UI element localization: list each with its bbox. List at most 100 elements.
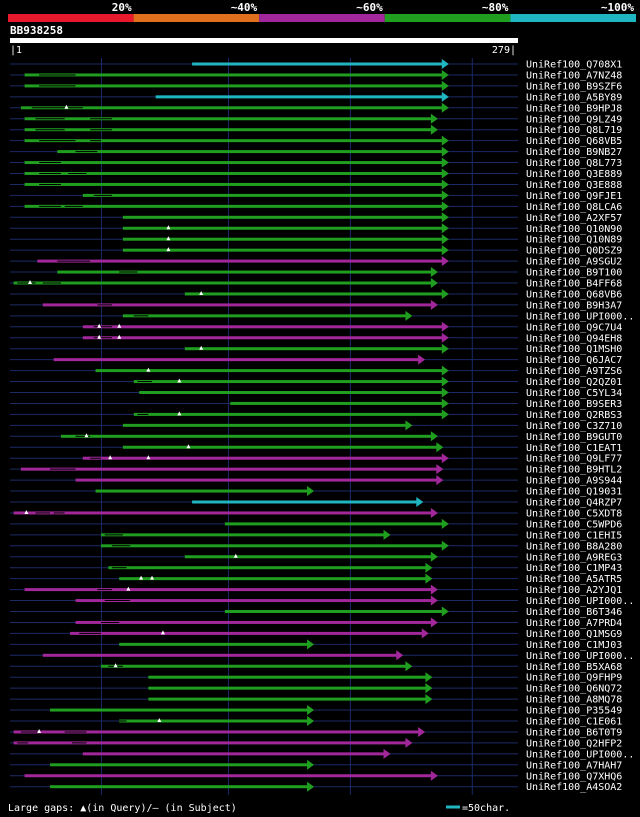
hit-row[interactable]: UniRef100_UPI000.. — [10, 310, 634, 323]
hit-label[interactable]: UniRef100_UPI000.. — [526, 651, 634, 662]
hit-label[interactable]: UniRef100_Q3E888 — [526, 180, 622, 191]
hit-row[interactable]: UniRef100_Q9FHP9 — [10, 672, 622, 684]
hit-label[interactable]: UniRef100_A7NZ48 — [526, 70, 622, 81]
hit-row[interactable]: UniRef100_Q68VB6 — [10, 288, 622, 301]
hit-label[interactable]: UniRef100_C1EAT1 — [526, 443, 622, 454]
hit-label[interactable]: UniRef100_A9S944 — [526, 476, 622, 487]
hit-label[interactable]: UniRef100_Q9FJE1 — [526, 191, 622, 202]
hit-row[interactable]: UniRef100_Q10N90 — [10, 223, 622, 235]
hit-row[interactable]: UniRef100_Q8L719 — [10, 124, 622, 137]
hit-label[interactable]: UniRef100_Q2QZ01 — [526, 377, 622, 388]
hit-row[interactable]: UniRef100_C1MP43 — [10, 562, 622, 575]
hit-label[interactable]: UniRef100_Q8L719 — [526, 125, 622, 136]
hit-label[interactable]: UniRef100_Q94EH8 — [526, 333, 622, 344]
hit-row[interactable]: UniRef100_B4FF68 — [10, 278, 622, 290]
hit-label[interactable]: UniRef100_B5XA68 — [526, 662, 622, 673]
hit-label[interactable]: UniRef100_A7HAH7 — [526, 760, 622, 771]
hit-label[interactable]: UniRef100_Q3E889 — [526, 169, 622, 180]
hit-row[interactable]: UniRef100_Q9LZ49 — [10, 113, 622, 126]
hit-label[interactable]: UniRef100_A2XF57 — [526, 213, 622, 224]
hit-row[interactable]: UniRef100_Q3E888 — [10, 179, 622, 191]
hit-row[interactable]: UniRef100_Q10N89 — [10, 234, 622, 246]
hit-row[interactable]: UniRef100_A9SGU2 — [10, 256, 622, 268]
hit-row[interactable]: UniRef100_P35549 — [10, 705, 622, 717]
hit-row[interactable]: UniRef100_Q708X1 — [10, 59, 622, 71]
hit-row[interactable]: UniRef100_Q9LF77 — [10, 453, 622, 465]
hit-row[interactable]: UniRef100_Q19031 — [10, 486, 622, 498]
hit-label[interactable]: UniRef100_Q9FHP9 — [526, 673, 622, 684]
hit-row[interactable]: UniRef100_Q1MSH0 — [10, 343, 622, 356]
hit-label[interactable]: UniRef100_Q9LF77 — [526, 454, 622, 465]
hit-row[interactable]: UniRef100_C1EAT1 — [10, 442, 622, 454]
hit-row[interactable]: UniRef100_A7NZ48 — [10, 69, 622, 82]
hit-label[interactable]: UniRef100_C5YL34 — [526, 388, 622, 399]
hit-label[interactable]: UniRef100_B9H3A7 — [526, 300, 622, 311]
hit-label[interactable]: UniRef100_Q2RBS3 — [526, 410, 622, 421]
hit-row[interactable]: UniRef100_C1E061 — [10, 716, 622, 728]
hit-label[interactable]: UniRef100_C1EHI5 — [526, 530, 622, 541]
hit-label[interactable]: UniRef100_Q68VB6 — [526, 289, 622, 300]
hit-row[interactable]: UniRef100_Q8L773 — [10, 157, 622, 170]
hit-label[interactable]: UniRef100_UPI000.. — [526, 311, 634, 322]
hit-row[interactable]: UniRef100_B9T100 — [10, 267, 622, 279]
hit-row[interactable]: UniRef100_Q68VB5 — [10, 135, 622, 148]
hit-label[interactable]: UniRef100_A4SOA2 — [526, 782, 622, 793]
hit-label[interactable]: UniRef100_A9SGU2 — [526, 257, 622, 268]
hit-row[interactable]: UniRef100_B9NB27 — [10, 146, 622, 159]
hit-label[interactable]: UniRef100_A8MQ78 — [526, 695, 622, 706]
hit-row[interactable]: UniRef100_C1MJ03 — [10, 639, 622, 651]
hit-label[interactable]: UniRef100_Q2HFP2 — [526, 738, 622, 749]
hit-row[interactable]: UniRef100_C5WPD6 — [10, 518, 622, 531]
hit-row[interactable]: UniRef100_A5ATR5 — [10, 573, 622, 586]
hit-label[interactable]: UniRef100_A2YJQ1 — [526, 585, 622, 596]
hit-label[interactable]: UniRef100_Q1MSH0 — [526, 344, 622, 355]
hit-row[interactable]: UniRef100_Q2RBS3 — [10, 409, 622, 421]
hit-row[interactable]: UniRef100_Q2HFP2 — [10, 737, 622, 750]
hit-row[interactable]: UniRef100_A7HAH7 — [10, 759, 622, 772]
hit-row[interactable]: UniRef100_C3Z710 — [10, 420, 622, 432]
hit-row[interactable]: UniRef100_Q7XHQ6 — [10, 770, 622, 783]
hit-row[interactable]: UniRef100_A9TZS6 — [10, 365, 622, 378]
hit-label[interactable]: UniRef100_Q708X1 — [526, 60, 622, 71]
hit-label[interactable]: UniRef100_Q1MSG9 — [526, 629, 622, 640]
hit-row[interactable]: UniRef100_Q6JAC7 — [10, 354, 622, 367]
hit-row[interactable]: UniRef100_Q9C7U4 — [10, 321, 622, 334]
hit-row[interactable]: UniRef100_UPI000.. — [10, 650, 634, 662]
hit-label[interactable]: UniRef100_B6T346 — [526, 607, 622, 618]
hit-label[interactable]: UniRef100_C3Z710 — [526, 421, 622, 432]
hit-row[interactable]: UniRef100_Q6NQ72 — [10, 683, 622, 695]
hit-label[interactable]: UniRef100_A7PRD4 — [526, 618, 622, 629]
hit-row[interactable]: UniRef100_A2YJQ1 — [10, 584, 622, 597]
hit-label[interactable]: UniRef100_Q0DSZ9 — [526, 246, 622, 257]
hit-label[interactable]: UniRef100_B9T100 — [526, 268, 622, 279]
hit-label[interactable]: UniRef100_B9HPJ8 — [526, 103, 622, 114]
hit-row[interactable]: UniRef100_B9H3A7 — [10, 299, 622, 312]
hit-row[interactable]: UniRef100_B5XA68 — [10, 661, 622, 673]
hit-row[interactable]: UniRef100_Q3E889 — [10, 168, 622, 181]
hit-row[interactable]: UniRef100_UPI000.. — [10, 595, 634, 608]
hit-row[interactable]: UniRef100_Q9FJE1 — [10, 190, 622, 202]
hit-label[interactable]: UniRef100_B9HTL2 — [526, 465, 622, 476]
hit-label[interactable]: UniRef100_UPI000.. — [526, 596, 634, 607]
hit-row[interactable]: UniRef100_Q0DSZ9 — [10, 245, 622, 257]
hit-label[interactable]: UniRef100_B9GUT0 — [526, 432, 622, 443]
hit-label[interactable]: UniRef100_Q7XHQ6 — [526, 771, 622, 782]
hit-label[interactable]: UniRef100_B9SZF6 — [526, 81, 622, 92]
hit-row[interactable]: UniRef100_B6T0T9 — [10, 726, 622, 739]
hit-row[interactable]: UniRef100_UPI000.. — [10, 748, 634, 761]
hit-row[interactable]: UniRef100_C5XDT8 — [10, 507, 622, 520]
hit-label[interactable]: UniRef100_Q19031 — [526, 487, 622, 498]
hit-row[interactable]: UniRef100_C5YL34 — [10, 387, 622, 400]
hit-row[interactable]: UniRef100_A9S944 — [10, 475, 622, 487]
hit-row[interactable]: UniRef100_A2XF57 — [10, 212, 622, 224]
hit-row[interactable]: UniRef100_Q1MSG9 — [10, 628, 622, 640]
hit-label[interactable]: UniRef100_C5XDT8 — [526, 508, 622, 519]
hit-row[interactable]: UniRef100_A7PRD4 — [10, 617, 622, 629]
hit-label[interactable]: UniRef100_UPI000.. — [526, 749, 634, 760]
hit-label[interactable]: UniRef100_Q9LZ49 — [526, 114, 622, 125]
hit-row[interactable]: UniRef100_B9HTL2 — [10, 464, 622, 476]
hit-row[interactable]: UniRef100_A8MQ78 — [10, 694, 622, 706]
hit-row[interactable]: UniRef100_B8A280 — [10, 540, 622, 553]
hit-row[interactable]: UniRef100_B6T346 — [10, 606, 622, 619]
hit-label[interactable]: UniRef100_B9NB27 — [526, 147, 622, 158]
